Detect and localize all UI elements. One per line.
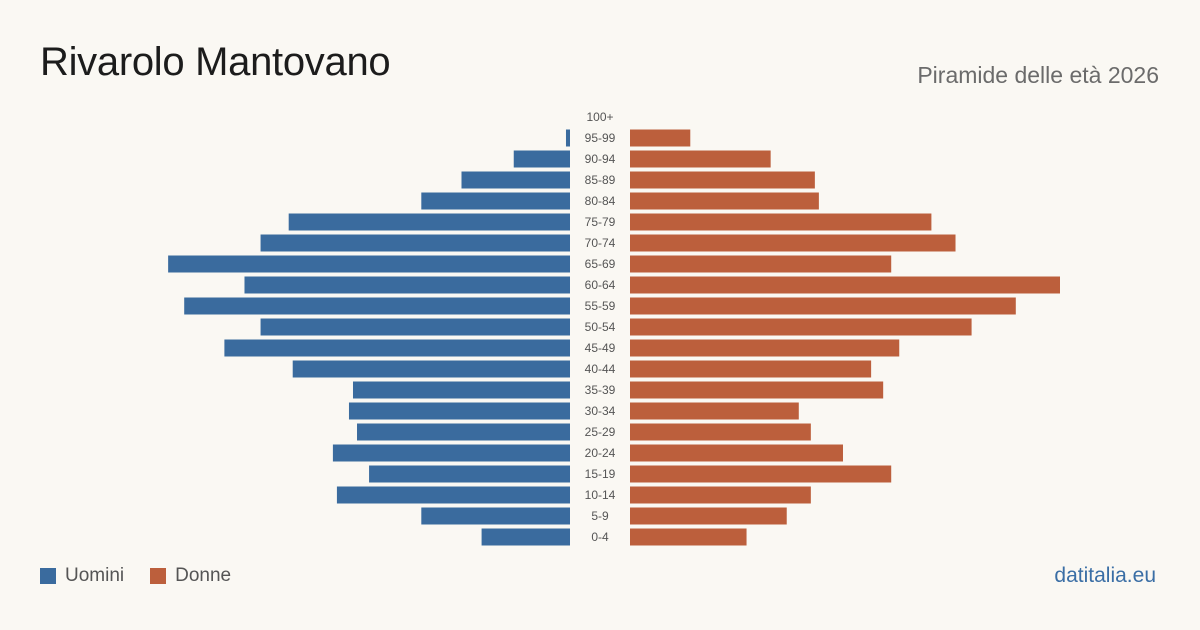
page-title: Rivarolo Mantovano xyxy=(40,40,391,84)
chart-subtitle: Piramide delle età 2026 xyxy=(917,62,1159,88)
bar-women-25-29 xyxy=(630,423,811,441)
bar-women-90-94 xyxy=(630,150,771,168)
bar-women-20-24 xyxy=(630,444,843,462)
bar-men-65-69 xyxy=(168,255,570,273)
bar-women-50-54 xyxy=(630,318,972,336)
bar-men-85-89 xyxy=(461,171,570,189)
bar-women-75-79 xyxy=(630,213,932,231)
age-label-15-19: 15-19 xyxy=(585,467,616,481)
bar-men-20-24 xyxy=(332,444,570,462)
legend-item-women: Donne xyxy=(150,565,231,587)
bar-women-15-19 xyxy=(630,465,892,483)
bar-women-35-39 xyxy=(630,381,884,399)
age-label-50-54: 50-54 xyxy=(585,320,616,334)
bar-women-85-89 xyxy=(630,171,815,189)
bar-men-10-14 xyxy=(336,486,570,504)
bar-men-45-49 xyxy=(224,339,570,357)
age-label-80-84: 80-84 xyxy=(585,194,616,208)
age-label-60-64: 60-64 xyxy=(585,278,616,292)
bar-women-5-9 xyxy=(630,507,787,525)
bar-men-30-34 xyxy=(348,402,570,420)
age-label-90-94: 90-94 xyxy=(585,152,616,166)
bar-men-50-54 xyxy=(260,318,570,336)
bar-men-0-4 xyxy=(481,528,570,546)
age-label-70-74: 70-74 xyxy=(585,236,616,250)
bar-women-45-49 xyxy=(630,339,900,357)
age-label-0-4: 0-4 xyxy=(591,530,609,544)
bar-women-0-4 xyxy=(630,528,747,546)
bar-women-65-69 xyxy=(630,255,892,273)
bar-men-80-84 xyxy=(421,192,570,210)
bar-men-95-99 xyxy=(565,129,570,147)
bar-men-5-9 xyxy=(421,507,570,525)
age-label-55-59: 55-59 xyxy=(585,299,616,313)
legend-swatch-women xyxy=(150,568,167,584)
bar-women-30-34 xyxy=(630,402,799,420)
bar-men-75-79 xyxy=(288,213,570,231)
age-label-100+: 100+ xyxy=(586,110,613,124)
age-label-25-29: 25-29 xyxy=(585,425,616,439)
bar-men-25-29 xyxy=(357,423,570,441)
bar-men-40-44 xyxy=(292,360,570,378)
age-label-30-34: 30-34 xyxy=(585,404,616,418)
age-label-65-69: 65-69 xyxy=(585,257,616,271)
bar-women-80-84 xyxy=(630,192,819,210)
age-label-85-89: 85-89 xyxy=(585,173,616,187)
bar-women-10-14 xyxy=(630,486,811,504)
bar-women-60-64 xyxy=(630,276,1060,294)
legend-item-men: Uomini xyxy=(40,565,124,587)
bar-men-90-94 xyxy=(513,150,570,168)
age-label-95-99: 95-99 xyxy=(585,131,616,145)
bar-women-70-74 xyxy=(630,234,956,252)
legend-label-men: Uomini xyxy=(65,565,125,586)
bar-men-55-59 xyxy=(184,297,570,315)
age-label-10-14: 10-14 xyxy=(585,488,616,502)
legend-label-women: Donne xyxy=(175,565,232,586)
bar-women-95-99 xyxy=(630,129,691,147)
legend-swatch-men xyxy=(40,568,56,584)
age-label-5-9: 5-9 xyxy=(591,509,609,523)
age-label-45-49: 45-49 xyxy=(585,341,616,355)
age-label-40-44: 40-44 xyxy=(585,362,616,376)
bar-men-15-19 xyxy=(369,465,570,483)
bar-women-40-44 xyxy=(630,360,872,378)
bar-men-35-39 xyxy=(352,381,570,399)
bar-men-70-74 xyxy=(260,234,570,252)
bar-women-55-59 xyxy=(630,297,1016,315)
age-label-75-79: 75-79 xyxy=(585,215,616,229)
bar-men-60-64 xyxy=(244,276,571,294)
legend: Uomini Donne xyxy=(40,565,257,587)
brand-link[interactable]: datitalia.eu xyxy=(1054,564,1156,587)
age-label-35-39: 35-39 xyxy=(585,383,616,397)
age-label-20-24: 20-24 xyxy=(585,446,616,460)
